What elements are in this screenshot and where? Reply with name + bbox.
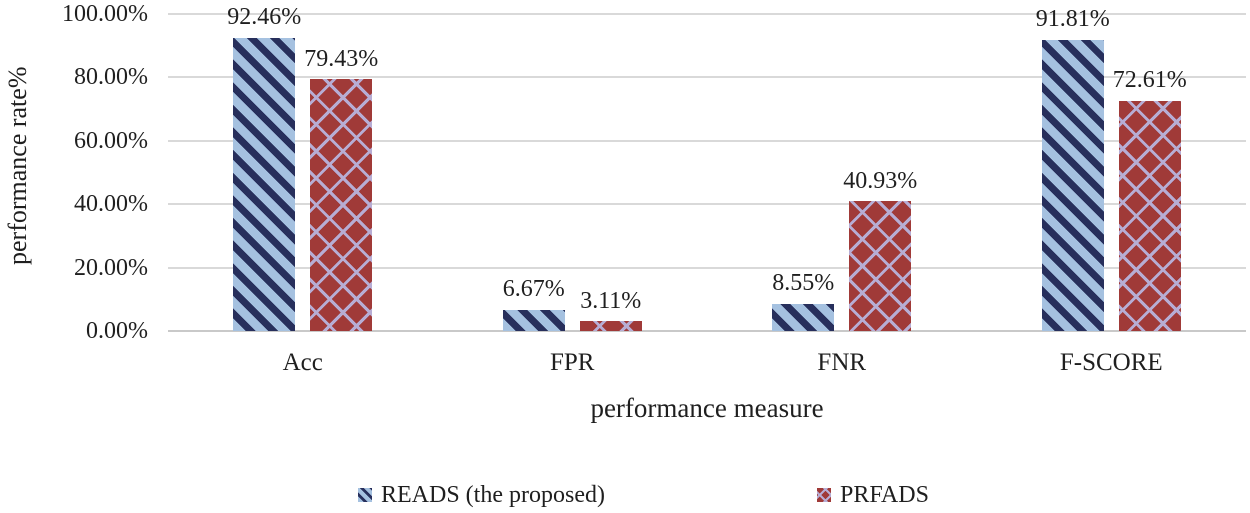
value-label: 79.43% [304, 45, 379, 72]
bar [233, 37, 296, 331]
legend-item: READS (the proposed) [358, 482, 605, 508]
bar-group: 92.46% 79.43% [168, 4, 438, 331]
legend-key-swatch [358, 488, 372, 503]
y-tick-label: 100.00% [62, 1, 148, 27]
y-tick-label: 80.00% [74, 64, 148, 91]
gridline [168, 76, 1246, 79]
x-tick-label: Acc [282, 349, 323, 376]
value-label: 72.61% [1112, 67, 1187, 94]
bar-and-label: 40.93% [843, 14, 917, 331]
value-label: 8.55% [772, 270, 835, 297]
bar-and-label: 8.55% [772, 14, 835, 331]
bar [1118, 100, 1181, 331]
y-tick-label: 0.00% [86, 318, 148, 344]
bar-and-label: 79.43% [304, 14, 378, 331]
value-label: 3.11% [580, 287, 642, 314]
y-axis-tick-labels: 0.00% 20.00% 40.00% 60.00% 80.00% 100.00% [0, 2, 148, 343]
plot-area: 92.46% 79.43% 6.67% 3.11% 8.55% 40.93% 91.81% 7… [168, 4, 1247, 332]
bar-and-label: 6.67% [502, 14, 565, 331]
gridline [168, 139, 1246, 142]
value-label: 92.46% [227, 4, 302, 31]
legend-label: READS (the proposed) [381, 482, 605, 508]
x-tick-label: F-SCORE [1059, 349, 1163, 376]
bar [849, 201, 912, 331]
gridline [168, 13, 1246, 15]
bar-group: 8.55% 40.93% [707, 14, 977, 331]
value-label: 6.67% [502, 276, 565, 303]
bar [310, 79, 373, 331]
bar-and-label: 72.61% [1113, 14, 1187, 331]
bar-and-label: 91.81% [1036, 6, 1110, 331]
bar [772, 303, 835, 331]
gridline [168, 203, 1246, 206]
x-tick-label: FPR [550, 349, 595, 376]
bar [579, 321, 642, 331]
value-label: 40.93% [843, 167, 918, 194]
y-tick-label: 60.00% [74, 127, 148, 154]
bar-group: 91.81% 72.61% [977, 6, 1247, 331]
bar [502, 309, 565, 331]
legend-label: PRFADS [840, 482, 929, 508]
y-tick-label: 20.00% [74, 254, 148, 281]
bar-group: 6.67% 3.11% [438, 14, 708, 331]
gridline [168, 330, 1246, 332]
value-label: 91.81% [1035, 6, 1110, 33]
legend-key-swatch [817, 488, 831, 503]
bar-and-label: 92.46% [227, 4, 301, 331]
bar-and-label: 3.11% [579, 14, 642, 331]
bar [1041, 39, 1104, 331]
legend-item: PRFADS [817, 482, 929, 508]
y-tick-label: 40.00% [74, 191, 148, 218]
x-axis-tick-labels: Acc FPR FNR F-SCORE [168, 349, 1246, 379]
x-tick-label: FNR [817, 349, 867, 376]
gridline [168, 266, 1246, 269]
x-axis-title: performance measure [590, 393, 824, 423]
